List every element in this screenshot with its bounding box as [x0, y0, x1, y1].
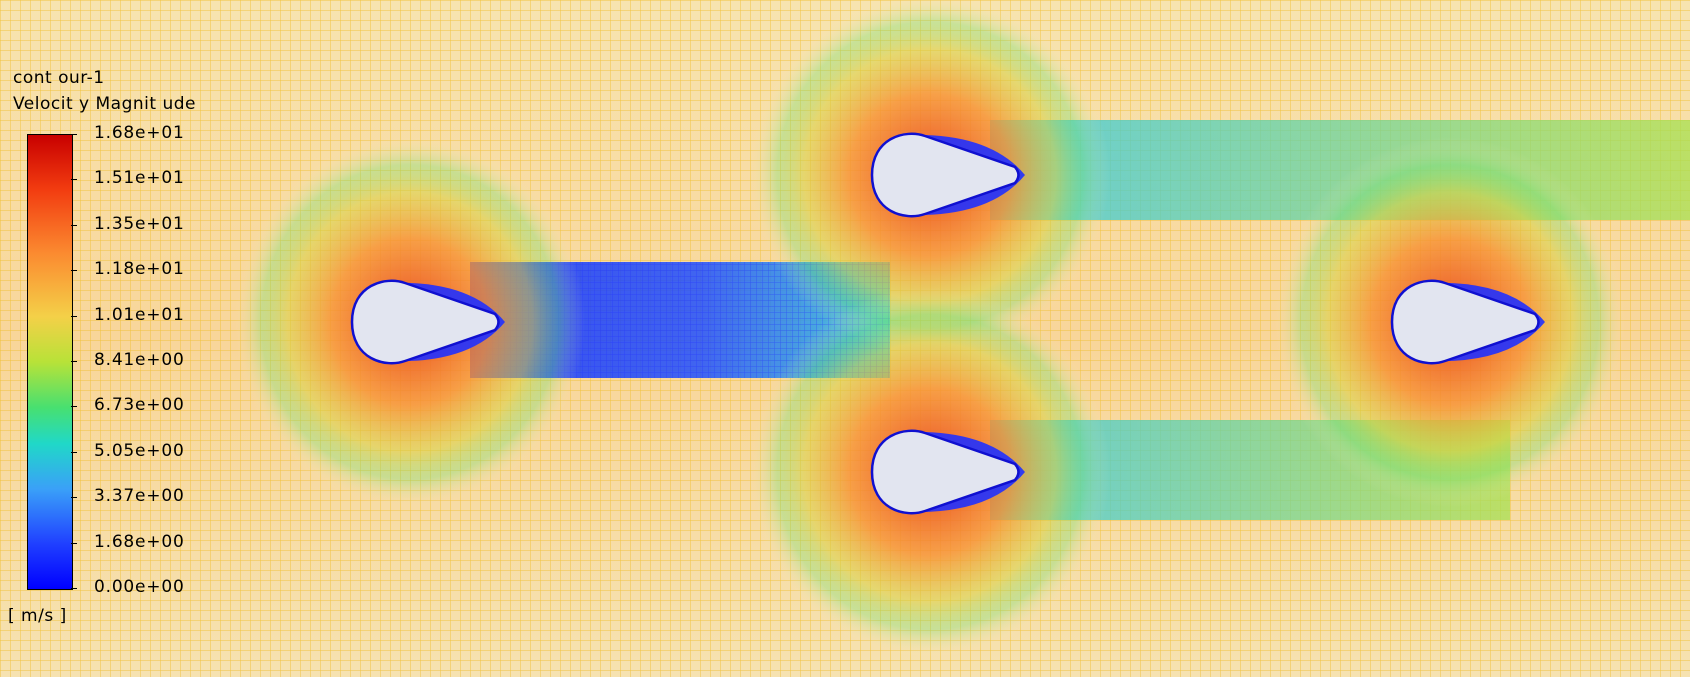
colorbar-tick-label: 3.37e+00: [94, 486, 185, 507]
colorbar-tick-label: 8.41e+00: [94, 350, 185, 370]
colorbar-tick: [71, 270, 77, 272]
body-1: [350, 279, 500, 365]
colorbar-tick-label: 6.73e+00: [94, 395, 185, 416]
colorbar-tick: [71, 179, 77, 181]
colorbar-tick-label: 1.51e+01: [94, 168, 185, 189]
colorbar-tick-label: 0.00e+00: [94, 577, 185, 597]
body-4: [1390, 279, 1540, 365]
colorbar-tick-label: 5.05e+00: [94, 440, 185, 461]
colorbar-tick: [71, 406, 77, 408]
colorbar-tick: [71, 224, 77, 226]
colorbar-tick: [71, 451, 77, 453]
colorbar-tick-label: 1.01e+01: [94, 304, 185, 325]
colorbar-tick: [71, 134, 77, 135]
colorbar-tick-label: 1.18e+01: [94, 259, 185, 280]
colorbar-tick: [71, 315, 77, 317]
colorbar: [27, 134, 73, 590]
quantity-label: Velocit y Magnit ude: [13, 94, 196, 114]
contour-name: cont our-1: [13, 68, 105, 88]
colorbar-tick: [71, 361, 77, 362]
colorbar-tick: [71, 588, 77, 589]
colorbar-legend: cont our-1 Velocit y Magnit ude: [0, 60, 240, 640]
colorbar-tick: [71, 497, 77, 499]
body-3: [870, 429, 1020, 515]
colorbar-tick-label: 1.68e+00: [94, 531, 185, 552]
body-2: [870, 132, 1020, 218]
colorbar-tick-label: 1.35e+01: [94, 213, 185, 234]
units-label: [ m/s ]: [8, 606, 67, 626]
colorbar-tick-label: 1.68e+01: [94, 123, 185, 143]
colorbar-tick: [71, 542, 77, 544]
bodies: [350, 132, 1540, 515]
